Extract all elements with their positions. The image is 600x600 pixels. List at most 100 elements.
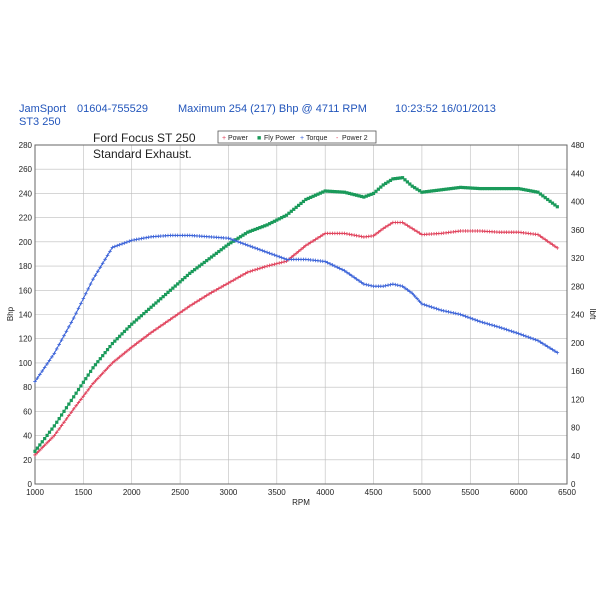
y-left-tick-label: 120 [19,335,33,344]
data-point [47,430,52,434]
data-point [461,185,465,190]
data-point [403,178,407,182]
data-point [459,185,463,189]
data-point [340,190,344,194]
chart-series [33,176,560,457]
data-point [352,193,356,197]
data-point [260,225,264,229]
x-tick-label: 4000 [316,488,334,497]
y-right-tick-label: 240 [571,311,585,320]
data-point [265,223,269,227]
data-point [188,271,192,275]
data-point [512,186,516,191]
y-left-tick-label: 160 [19,286,33,295]
header-company: JamSport [19,103,67,115]
x-tick-label: 6500 [558,488,576,497]
data-point [202,260,206,265]
y-left-tick-label: 280 [19,141,33,150]
data-point [347,191,351,196]
data-point [504,186,509,191]
data-point [79,384,83,388]
x-tick-label: 2000 [123,488,141,497]
data-point [45,433,49,438]
data-point [255,226,260,231]
y-right-tick-label: 160 [571,367,585,376]
data-point [248,229,252,233]
y-right-axis-label: lbft [588,309,597,320]
data-point [289,209,293,213]
series-markers-fly-power [33,176,559,453]
data-point [144,309,148,314]
data-point [214,251,218,255]
data-point [43,436,47,441]
data-point [420,190,424,194]
data-point [183,275,187,280]
x-axis-label: RPM [292,498,310,507]
data-point [57,417,61,421]
data-point [200,262,204,266]
data-point [52,424,56,428]
y-right-axis-ticks: 0 40 80 120 160 200 240 280 320 360 400 440 480 [571,141,585,489]
data-point [110,341,114,346]
data-point [115,337,119,341]
data-point [246,230,250,234]
data-point [118,334,122,338]
data-point [553,203,557,207]
chart-grid [34,144,568,485]
data-point [287,211,291,215]
data-point [103,351,107,355]
data-point [536,190,540,194]
data-point [519,187,523,191]
data-point [550,201,555,205]
data-point [154,301,158,305]
y-left-tick-label: 60 [23,407,32,416]
x-tick-label: 2500 [171,488,189,497]
data-point [466,186,470,190]
data-point [449,186,453,191]
data-point [475,186,480,191]
x-tick-label: 1000 [26,488,44,497]
data-point [67,402,71,406]
data-point [439,188,443,192]
y-left-tick-label: 0 [28,480,33,489]
data-point [207,257,211,261]
data-point [171,286,175,290]
data-point [130,322,134,326]
header-maximum: Maximum 254 (217) Bhp @ 4711 RPM [178,103,367,115]
data-point [509,186,513,191]
data-point [258,226,262,230]
data-point [432,189,436,193]
y-right-tick-label: 320 [571,254,585,263]
data-point [197,264,202,268]
data-point [236,236,240,240]
data-point [222,246,226,250]
data-point [369,192,373,196]
x-tick-label: 4500 [365,488,383,497]
data-point [321,190,325,194]
data-point [226,242,231,246]
data-point [533,190,538,194]
data-point [386,180,390,184]
data-point [251,228,255,232]
data-point [410,184,414,188]
data-point [408,182,412,186]
data-point [89,369,93,374]
data-point [253,227,257,232]
data-point [507,186,511,191]
data-point [531,189,535,193]
y-right-tick-label: 80 [571,424,580,433]
y-left-axis-label: Bhp [6,306,15,321]
data-point [335,190,339,194]
data-point [270,220,274,225]
data-point [299,201,303,206]
data-point [142,311,146,316]
legend-marker-torque: + [300,135,304,142]
data-point [176,282,180,286]
data-point [243,232,247,236]
y-left-tick-label: 140 [19,311,33,320]
data-point [434,188,439,193]
data-point [62,409,66,413]
y-right-tick-label: 200 [571,339,585,348]
x-axis-ticks: 1000 1500 2000 2500 3000 3500 4000 4500 5000 5500… [26,488,576,497]
data-point [229,241,233,245]
